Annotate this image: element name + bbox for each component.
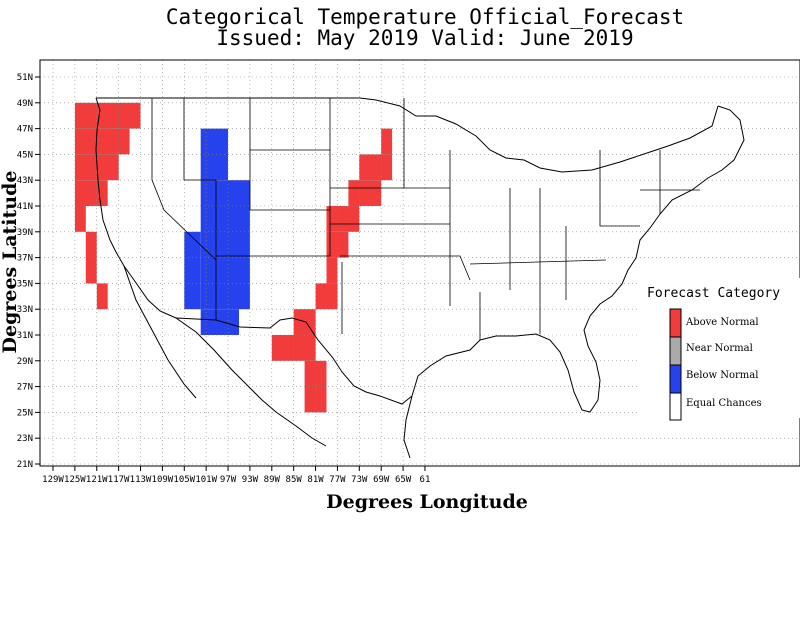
y-tick-label: 29N: [17, 357, 33, 367]
region-cell: [304, 360, 327, 413]
x-tick-label: 77W: [329, 475, 346, 485]
state-line: [216, 149, 331, 257]
y-tick-label: 25N: [17, 408, 33, 418]
y-tick-label: 45N: [17, 150, 33, 160]
region-cell: [74, 128, 130, 155]
region-cell: [74, 206, 86, 232]
legend-swatch-near: [669, 336, 682, 366]
region-cell: [359, 154, 393, 181]
x-tick-label: 89W: [264, 475, 281, 485]
region-cell: [326, 257, 338, 284]
x-tick-label: 109W: [152, 475, 174, 485]
region-cell: [381, 128, 393, 155]
x-axis-title: Degrees Longitude: [326, 491, 528, 513]
boundary-line: [95, 97, 177, 319]
state-line: [151, 98, 217, 261]
region-cell: [326, 206, 360, 232]
boundary-line: [123, 265, 197, 399]
region-new-england: [348, 180, 382, 206]
x-tick-label: 113W: [130, 475, 152, 485]
y-tick-label: 23N: [17, 434, 33, 444]
x-tick-label: 73W: [351, 475, 368, 485]
region-pacific-northwest: [74, 102, 141, 232]
region-california: [85, 231, 108, 310]
y-tick-label: 51N: [17, 73, 33, 83]
region-cell: [348, 180, 382, 206]
region-cell: [74, 180, 108, 206]
y-tick-label: 39N: [17, 228, 33, 238]
legend-swatch-above: [669, 308, 682, 338]
y-tick-label: 47N: [17, 125, 33, 135]
map-title: Categorical Temperature Official_Forecas…: [165, 5, 685, 29]
legend-label-below: Below Normal: [686, 370, 758, 381]
legend-background: [640, 278, 800, 418]
state-line: [469, 259, 607, 265]
x-tick-label: 65W: [395, 475, 412, 485]
map-frame: [39, 59, 800, 467]
region-cell: [200, 128, 228, 181]
x-tick-label: 85W: [286, 475, 303, 485]
region-maine: [359, 128, 393, 181]
region-cell: [184, 231, 201, 310]
x-tick-label: 81W: [307, 475, 324, 485]
region-cell: [200, 309, 239, 335]
longitude-ticks: 129W 125W 121W 117W 113W 109W 105W 101W 97W 93W 89…: [42, 466, 430, 485]
x-tick-label: 117W: [108, 475, 130, 485]
y-tick-label: 41N: [17, 202, 33, 212]
boundary-line: [403, 395, 413, 459]
region-cell: [85, 231, 97, 284]
x-tick-label: 69W: [373, 475, 390, 485]
y-tick-label: 37N: [17, 254, 33, 264]
boundary-line: [175, 317, 327, 447]
legend-label-above: Above Normal: [685, 317, 759, 328]
boundary-line: [175, 317, 481, 405]
y-tick-label: 33N: [17, 305, 33, 315]
boundary-line: [96, 97, 719, 173]
state-boundaries: [95, 97, 745, 459]
x-tick-label: 101W: [195, 475, 217, 485]
x-tick-label: 129W: [42, 475, 64, 485]
state-line: [599, 150, 640, 227]
legend-label-near: Near Normal: [686, 343, 753, 354]
x-tick-label: 97W: [220, 475, 237, 485]
y-tick-label: 27N: [17, 383, 33, 393]
y-axis-title: Degrees Latitude: [0, 171, 21, 354]
y-tick-label: 49N: [17, 99, 33, 109]
map-subtitle: Issued: May 2019 Valid: June 2019: [216, 26, 634, 50]
region-cell: [74, 102, 141, 129]
y-tick-label: 43N: [17, 176, 33, 186]
region-cell: [200, 180, 250, 206]
graticule: [40, 60, 800, 466]
state-line: [183, 98, 217, 320]
legend-swatch-below: [669, 364, 682, 394]
x-tick-label: 121W: [86, 475, 108, 485]
y-tick-label: 21N: [17, 460, 33, 470]
x-tick-label: 61: [420, 475, 431, 485]
legend: Forecast Category Above Normal Near Norm…: [640, 278, 800, 421]
region-cell: [96, 283, 108, 310]
x-tick-label: 125W: [64, 475, 86, 485]
latitude-ticks: 21N 23N 25N 27N 29N 31N 33N 35N 37N 39N 41N 43N 45N 4…: [17, 73, 40, 470]
x-tick-label: 93W: [242, 475, 259, 485]
legend-label-equal: Equal Chances: [686, 398, 762, 409]
legend-title: Forecast Category: [647, 286, 780, 301]
boundary-line: [479, 105, 745, 413]
state-line: [249, 98, 330, 211]
y-tick-label: 35N: [17, 279, 33, 289]
legend-swatch-equal: [669, 392, 682, 421]
y-tick-label: 31N: [17, 331, 33, 341]
x-tick-label: 105W: [173, 475, 195, 485]
region-cell: [315, 283, 338, 310]
state-line: [340, 255, 471, 281]
